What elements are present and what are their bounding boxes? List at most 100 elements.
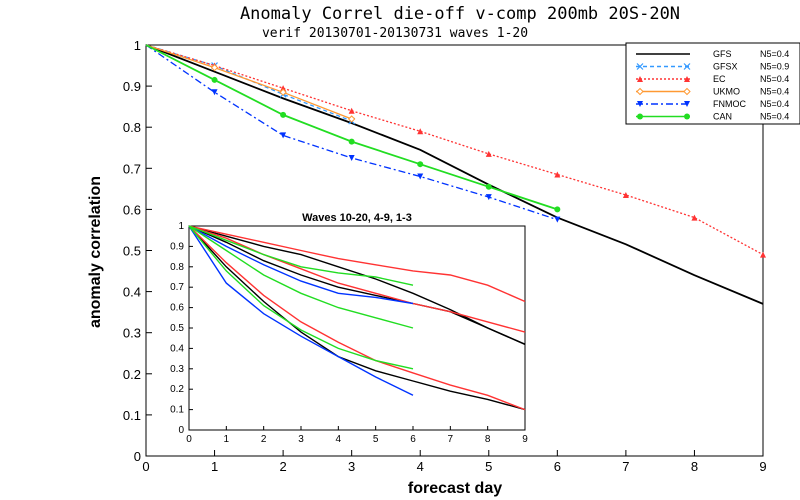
inset-series-line-can (188, 225, 414, 329)
x-tick-label: 6 (554, 459, 561, 474)
y-tick-label: 0.4 (123, 285, 141, 300)
legend-entry: EC N5=0.4 (636, 74, 789, 84)
legend-label: GFS (713, 49, 732, 59)
data-point-ec (691, 214, 698, 221)
y-tick-label: 0 (134, 449, 141, 464)
data-point-can (417, 161, 424, 168)
x-tick-label: 4 (417, 459, 424, 474)
legend-label: GFSX (713, 62, 738, 72)
inset-x-tick-label: 6 (410, 434, 416, 445)
inset-frame (188, 225, 526, 431)
inset-x-tick-label: 1 (224, 434, 230, 445)
y-tick-label: 0.5 (123, 244, 141, 259)
data-point-fnmoc (211, 89, 218, 96)
legend-marker (637, 113, 643, 120)
inset-series-line-gfs (188, 225, 526, 345)
legend-n-value: N5=0.4 (760, 87, 789, 97)
y-tick-label: 1 (134, 38, 141, 53)
legend-label: UKMO (713, 87, 740, 97)
inset-series-gfs-1-3 (188, 225, 526, 345)
data-point-fnmoc (554, 216, 561, 223)
inset-x-tick-label: 3 (298, 434, 304, 445)
inset-series-can-10-20 (188, 225, 414, 370)
data-point-ukmo (279, 88, 287, 96)
data-point-fnmoc (280, 132, 287, 139)
y-tick-label: 0.9 (123, 79, 141, 94)
data-point-ec (485, 150, 492, 157)
y-axis-label: anomaly correlation (87, 176, 104, 328)
inset-y-tick-label: 0.9 (170, 241, 184, 252)
x-tick-label: 8 (691, 459, 698, 474)
legend-entry: GFS N5=0.4 (636, 49, 789, 59)
x-axis-label: forecast day (408, 480, 502, 497)
data-point-ec (417, 128, 424, 135)
inset-series-can-4-9 (188, 225, 414, 329)
legend-label: CAN (713, 112, 732, 122)
inset-series-fnmoc-4-9 (188, 225, 414, 305)
legend-marker (683, 87, 691, 96)
chart-title: Anomaly Correl die-off v-comp 200mb 20S-… (240, 4, 680, 24)
data-point-fnmoc (485, 194, 492, 201)
inset-series-line-ec (188, 225, 526, 411)
legend-marker (684, 101, 690, 107)
inset-y-tick-label: 0.4 (170, 343, 184, 354)
legend-box (625, 42, 800, 125)
legend-label: FNMOC (713, 99, 746, 109)
inset-series-line-gfs (188, 225, 526, 411)
data-point-fnmoc (348, 155, 355, 162)
inset-x-tick-label: 2 (261, 434, 267, 445)
inset-plot-area: Waves 10-20, 4-9, 1-3 0 1 2 3 4 5 6 7 8 9 0 0.1 0.2 0.… (170, 212, 528, 445)
legend-entry: GFSX N5=0.9 (636, 62, 789, 72)
inset-y-tick-label: 0.8 (170, 262, 184, 273)
legend-n-value: N5=0.9 (760, 62, 789, 72)
inset-title: Waves 10-20, 4-9, 1-3 (302, 212, 412, 224)
data-point-fnmoc (417, 173, 424, 180)
data-point-can (554, 206, 561, 213)
inset-series-line-fnmoc (188, 225, 414, 305)
inset-y-tick-label: 0 (178, 425, 184, 436)
inset-y-tick-label: 0.1 (170, 405, 184, 416)
legend-label: EC (713, 74, 726, 84)
chart-subtitle: verif 20130701-20130731 waves 1-20 (262, 26, 528, 41)
inset-series-ec-1-3 (188, 225, 526, 303)
legend-n-value: N5=0.4 (760, 74, 789, 84)
legend-marker (637, 76, 643, 82)
series-fnmoc (145, 44, 561, 223)
x-tick-label: 9 (759, 459, 766, 474)
legend-marker (684, 76, 690, 82)
inset-y-tick-label: 0.5 (170, 323, 184, 334)
y-tick-label: 0.6 (123, 202, 141, 217)
data-point-ukmo (347, 115, 356, 123)
series-ukmo (145, 44, 356, 123)
inset-series-line-gfs (188, 225, 526, 345)
inset-x-tick-label: 5 (373, 434, 379, 445)
data-point-ec (348, 107, 355, 114)
legend-n-value: N5=0.4 (760, 112, 789, 122)
inset-series-line-ec (188, 225, 526, 333)
y-tick-label: 0.8 (123, 120, 141, 135)
data-point-can (211, 76, 218, 83)
data-point-can (348, 138, 355, 145)
data-point-ec (280, 85, 287, 92)
inset-x-tick-label: 4 (336, 434, 342, 445)
legend-entry: UKMO N5=0.4 (636, 87, 789, 97)
inset-series-line-can (188, 225, 414, 370)
legend-n-value: N5=0.4 (760, 99, 789, 109)
inset-x-tick-label: 0 (186, 434, 192, 445)
data-point-ec (760, 251, 766, 258)
inset-series-line-fnmoc (188, 225, 414, 396)
inset-x-tick-label: 7 (448, 434, 454, 445)
inset-series-gfs-10-20 (188, 225, 526, 411)
x-tick-label: 2 (279, 459, 286, 474)
legend-marker (684, 113, 690, 120)
inset-series-line-ec (188, 225, 526, 303)
x-tick-label: 0 (142, 459, 149, 474)
inset-series-ec-10-20 (188, 225, 526, 411)
series-line-ukmo (145, 44, 352, 120)
y-tick-label: 0.3 (123, 326, 141, 341)
x-tick-label: 5 (485, 459, 492, 474)
inset-series-fnmoc-10-20 (188, 225, 414, 396)
data-point-can (280, 111, 287, 118)
inset-series-ec-4-9 (188, 225, 526, 333)
